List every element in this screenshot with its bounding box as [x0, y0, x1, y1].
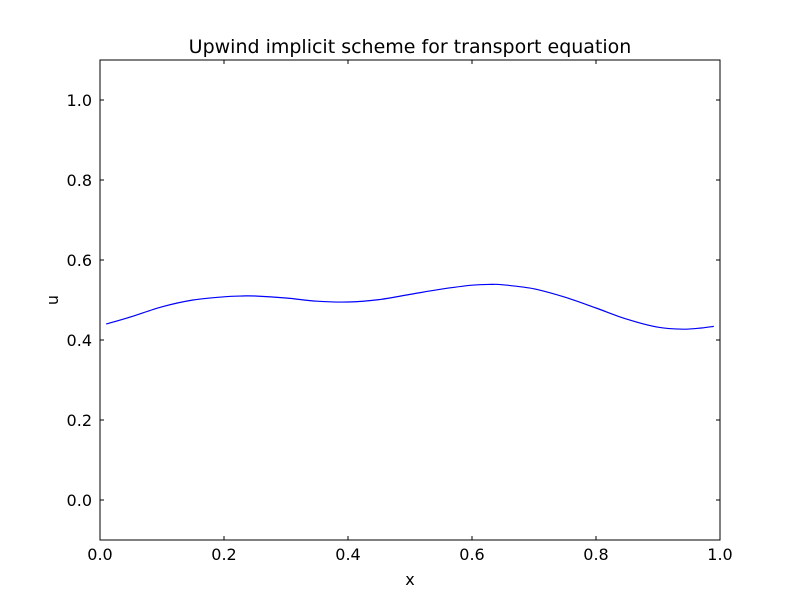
x-axis-label: x: [405, 570, 414, 589]
y-tick-label: 0.8: [67, 171, 92, 190]
x-tick-label: 0.8: [583, 545, 608, 564]
x-tick-label: 0.4: [335, 545, 360, 564]
y-axis: 0.0 0.2 0.4 0.6 0.8 1.0: [67, 91, 720, 510]
plot-frame: [99, 59, 721, 541]
x-tick-label: 0.2: [211, 545, 236, 564]
x-axis: 0.0 0.2 0.4 0.6 0.8 1.0: [87, 60, 733, 564]
x-tick-label: 1.0: [707, 545, 732, 564]
y-axis-label: u: [43, 295, 62, 305]
y-tick-label: 0.6: [67, 251, 92, 270]
y-tick-label: 1.0: [67, 91, 92, 110]
series-line: [106, 283, 714, 330]
y-tick-label: 0.0: [67, 491, 92, 510]
y-tick-label: 0.4: [67, 331, 92, 350]
series-layer: [106, 283, 714, 330]
y-tick-label: 0.2: [67, 411, 92, 430]
x-tick-label: 0.0: [87, 545, 112, 564]
x-tick-label: 0.6: [459, 545, 484, 564]
chart-title: Upwind implicit scheme for transport equ…: [189, 36, 632, 58]
